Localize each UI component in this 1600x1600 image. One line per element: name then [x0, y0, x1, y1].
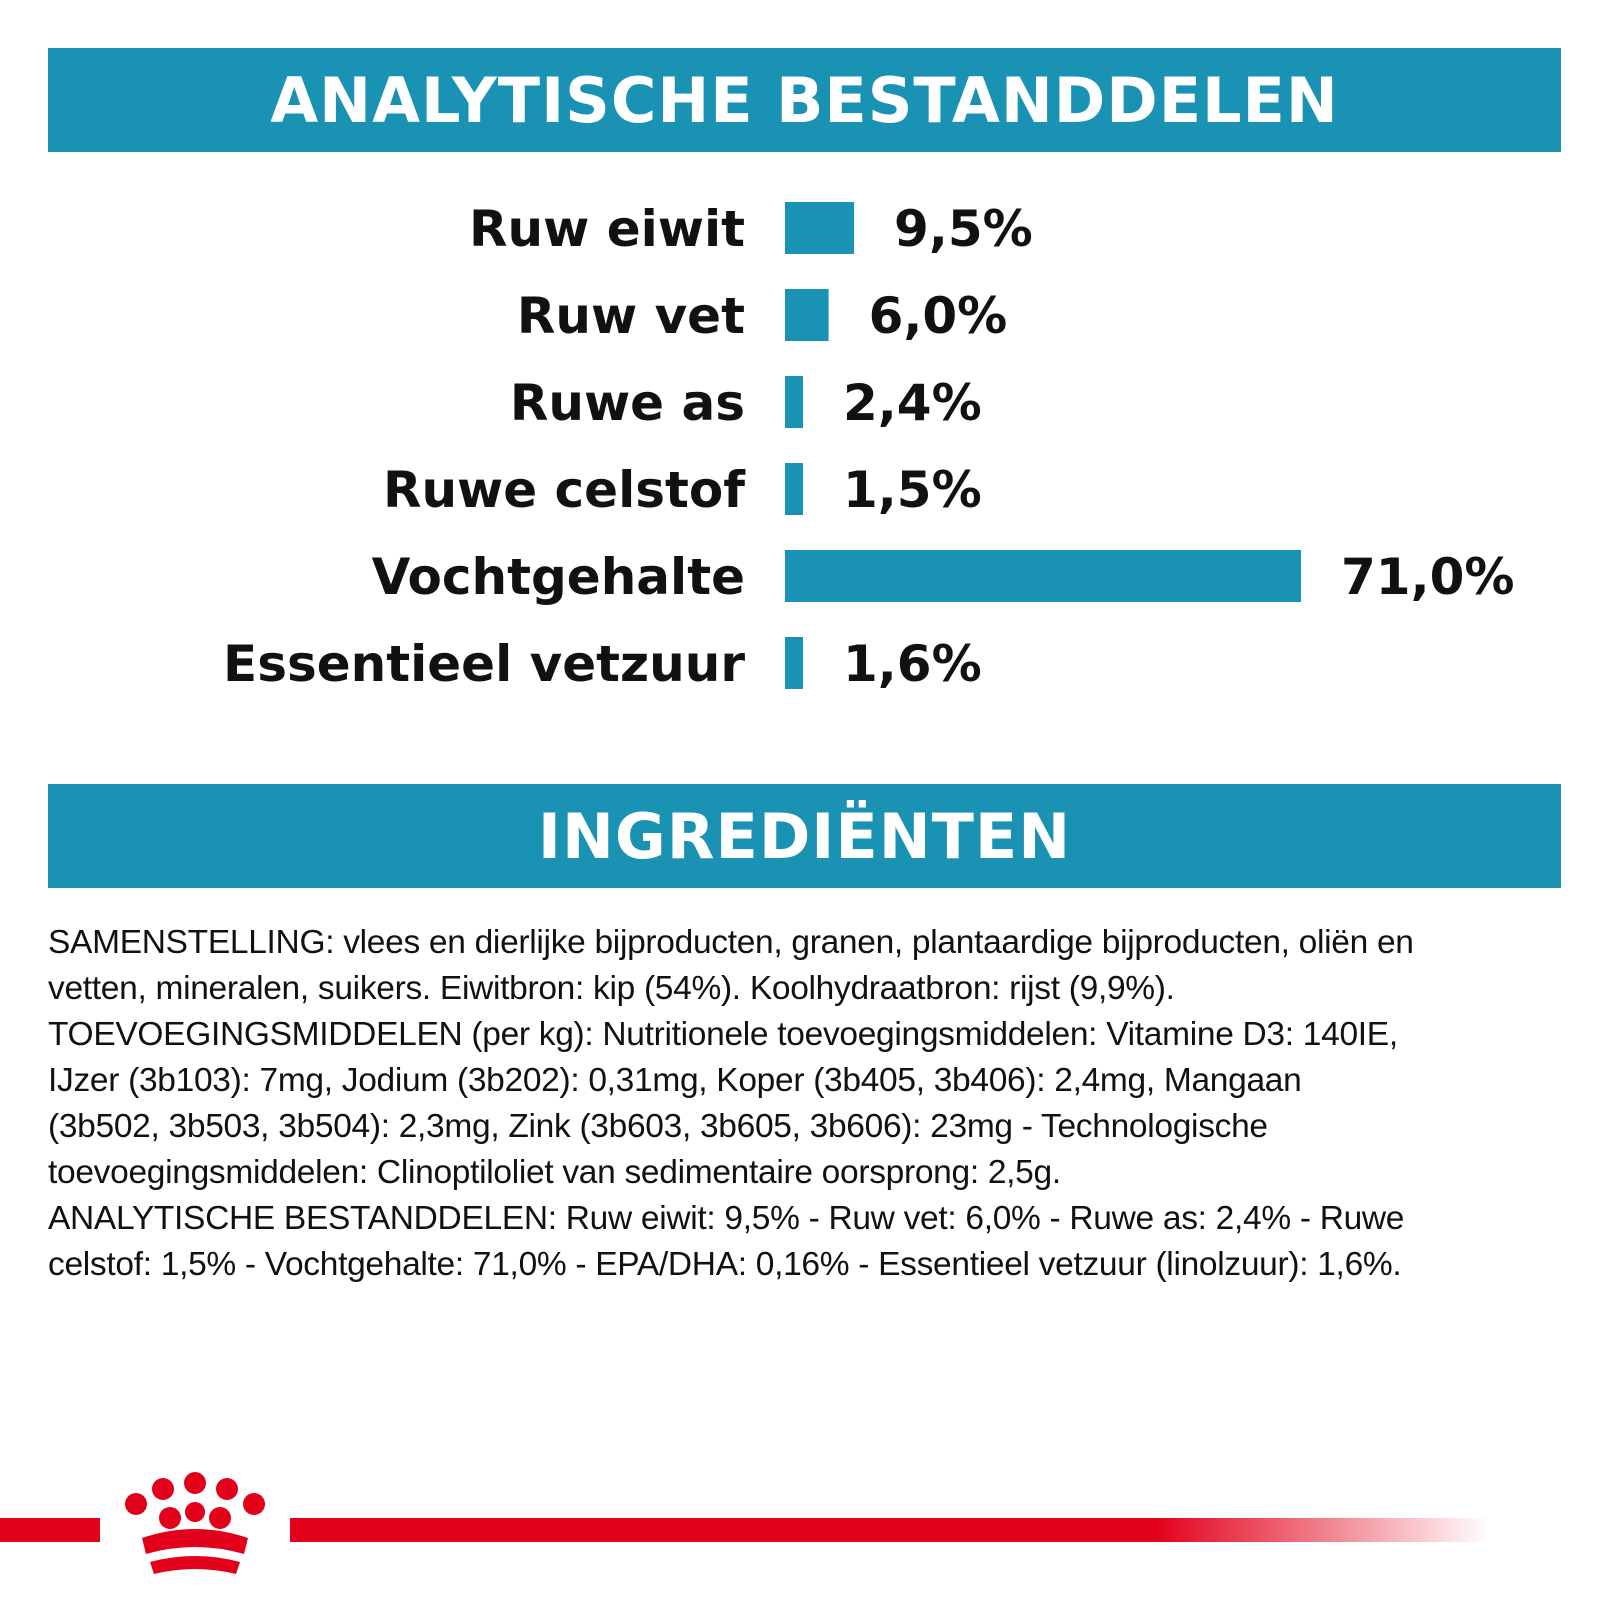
ingredients-text: SAMENSTELLING: vlees en dierlijke bijpro…: [48, 920, 1558, 1288]
ingredients-line: IJzer (3b103): 7mg, Jodium (3b202): 0,31…: [48, 1062, 1302, 1099]
category-label: Ruwe celstof: [383, 461, 746, 519]
value-label: 1,5%: [843, 461, 982, 519]
bar: [785, 376, 803, 428]
category-label: Vochtgehalte: [372, 548, 745, 606]
ingredients-line: ANALYTISCHE BESTANDDELEN: Ruw eiwit: 9,5…: [48, 1200, 1405, 1237]
ingredients-header-banner: INGREDIËNTEN: [48, 784, 1561, 888]
brand-footer: [0, 1472, 1490, 1574]
bar: [785, 637, 803, 689]
ingredients-line: TOEVOEGINGSMIDDELEN (per kg): Nutritione…: [48, 1016, 1398, 1053]
nutrient-bar-chart: Ruw eiwit 9,5% Ruw vet 6,0% Ruwe as 2,4% Ruwe …: [223, 200, 1514, 693]
value-label: 2,4%: [843, 374, 982, 432]
ingredients-line: vetten, mineralen, suikers. Eiwitbron: k…: [48, 970, 1175, 1007]
crown-logo-icon: [125, 1472, 265, 1574]
bar: [785, 550, 1301, 602]
ingredients-line: (3b502, 3b503, 3b504): 2,3mg, Zink (3b60…: [48, 1108, 1268, 1145]
category-label: Ruwe as: [510, 374, 745, 432]
ingredients-line: celstof: 1,5% - Vochtgehalte: 71,0% - EP…: [48, 1246, 1402, 1283]
analytics-header-banner: ANALYTISCHE BESTANDDELEN: [48, 48, 1561, 152]
value-label: 71,0%: [1341, 548, 1514, 606]
value-label: 9,5%: [894, 200, 1033, 258]
value-label: 6,0%: [869, 287, 1008, 345]
category-label: Ruw eiwit: [469, 200, 745, 258]
ingredients-line: SAMENSTELLING: vlees en dierlijke bijpro…: [48, 924, 1414, 961]
ingredients-header-title: INGREDIËNTEN: [537, 799, 1072, 873]
red-stripe-right: [290, 1518, 1490, 1542]
value-label: 1,6%: [843, 635, 982, 693]
category-label: Essentieel vetzuur: [223, 635, 745, 693]
category-label: Ruw vet: [517, 287, 745, 345]
bar: [785, 463, 803, 515]
bar: [785, 202, 855, 254]
ingredients-line: toevoegingsmiddelen: Clinoptiloliet van …: [48, 1154, 1061, 1191]
analytics-header-title: ANALYTISCHE BESTANDDELEN: [270, 63, 1339, 137]
red-stripe-left: [0, 1518, 100, 1542]
bar: [785, 289, 829, 341]
